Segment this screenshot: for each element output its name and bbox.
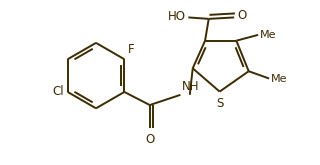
Text: O: O: [237, 9, 246, 22]
Text: NH: NH: [182, 80, 199, 93]
Text: Me: Me: [260, 30, 277, 40]
Text: S: S: [216, 97, 223, 110]
Text: F: F: [128, 43, 135, 56]
Text: O: O: [145, 133, 155, 146]
Text: HO: HO: [168, 10, 186, 23]
Text: Cl: Cl: [52, 85, 64, 99]
Text: Me: Me: [271, 73, 288, 83]
